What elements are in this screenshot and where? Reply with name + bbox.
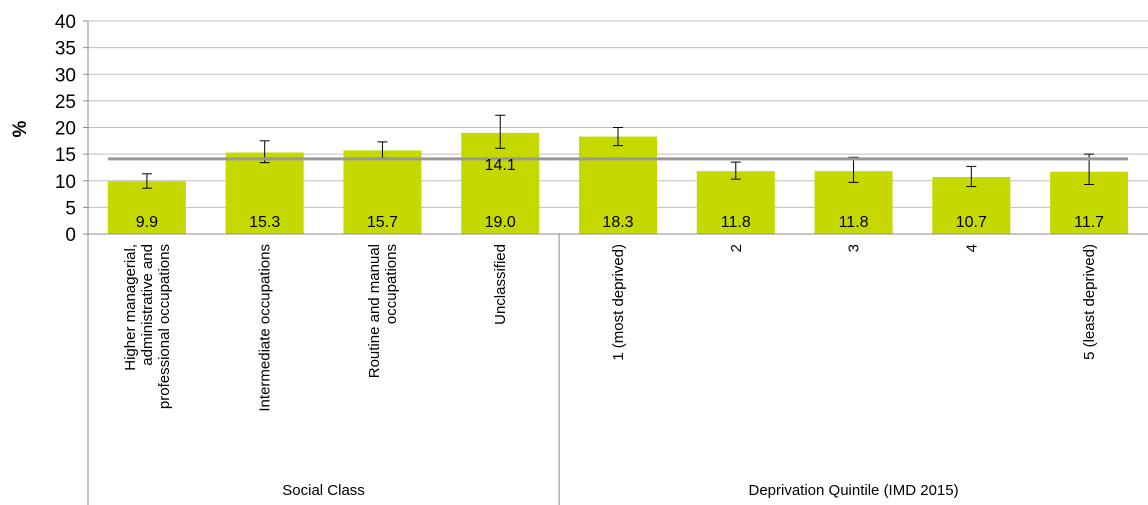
data-label: 19.0 xyxy=(485,214,516,231)
y-tick-label: 5 xyxy=(65,198,76,219)
data-label: 11.8 xyxy=(721,214,751,231)
category-label: 3 xyxy=(846,244,863,252)
data-label: 18.3 xyxy=(602,214,633,231)
category-label: 1 (most deprived) xyxy=(610,244,627,361)
bar xyxy=(225,152,304,234)
y-tick-label: 10 xyxy=(55,172,76,193)
category-label: 5 (least deprived) xyxy=(1081,244,1098,360)
category-label: professional occupations xyxy=(156,244,173,409)
y-tick-label: 30 xyxy=(55,65,76,86)
category-label: 4 xyxy=(963,244,980,252)
category-label: Unclassified xyxy=(492,244,509,325)
y-tick-label: 0 xyxy=(65,225,76,246)
category-label: 2 xyxy=(728,244,745,252)
average-label: 14.1 xyxy=(485,157,516,174)
bar xyxy=(461,132,540,234)
group-label: Social Class xyxy=(282,482,365,499)
category-label: Routine and manual xyxy=(366,244,383,378)
data-label: 11.8 xyxy=(839,214,869,231)
y-tick-label: 25 xyxy=(55,92,76,113)
y-tick-label: 35 xyxy=(55,39,76,60)
data-label: 15.7 xyxy=(367,214,398,231)
category-label: administrative and xyxy=(139,244,156,366)
category-label: Intermediate occupations xyxy=(257,244,274,412)
data-label: 11.7 xyxy=(1074,214,1104,231)
group-label: Deprivation Quintile (IMD 2015) xyxy=(749,482,959,499)
y-axis-label: % xyxy=(10,120,31,137)
bar xyxy=(107,181,186,234)
data-label: 10.7 xyxy=(956,214,987,231)
bar xyxy=(579,136,657,234)
data-label: 9.9 xyxy=(136,214,158,231)
y-tick-label: 20 xyxy=(55,119,76,140)
y-tick-label: 40 xyxy=(55,12,76,33)
bar xyxy=(696,171,775,234)
category-label: occupations xyxy=(383,244,400,324)
category-label: Higher managerial, xyxy=(122,244,139,371)
data-label: 15.3 xyxy=(249,214,280,231)
y-tick-label: 15 xyxy=(55,145,76,166)
bar xyxy=(343,150,422,234)
